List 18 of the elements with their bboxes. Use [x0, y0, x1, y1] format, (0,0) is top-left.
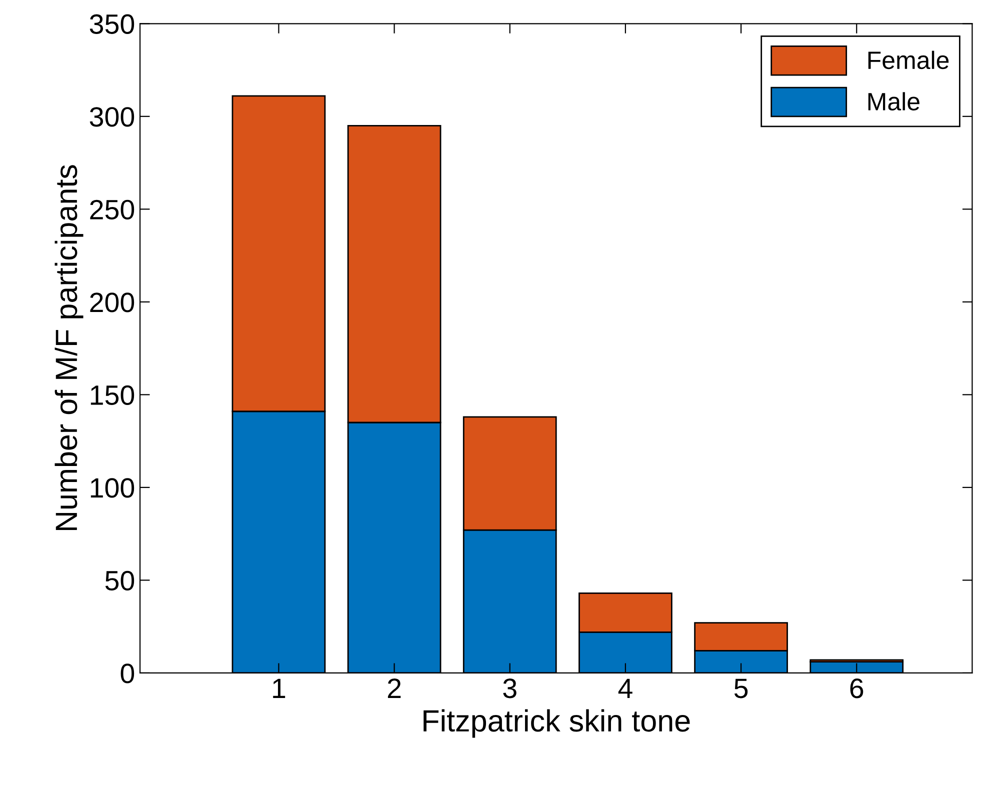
x-tick-label: 5 [734, 678, 748, 698]
y-tick-label: 250 [90, 200, 134, 220]
y-tick-label: 50 [105, 570, 134, 591]
x-tick-label: 3 [503, 678, 516, 698]
legend-label: Male [868, 92, 920, 111]
y-tick-label: 100 [90, 478, 134, 498]
y-tick-label: 0 [120, 664, 134, 684]
x-tick-label: 1 [273, 678, 286, 698]
x-tick-label: 2 [388, 678, 401, 698]
y-tick-label: 150 [90, 385, 134, 406]
y-tick-label: 300 [90, 107, 134, 127]
x-axis-title: Fitzpatrick skin tone [424, 709, 690, 738]
x-tick-label: 6 [850, 678, 864, 698]
y-axis-title: Number of M/F participants [54, 165, 84, 530]
y-tick-label: 350 [90, 14, 134, 34]
x-tick-label: 4 [618, 678, 632, 698]
legend-label: Female [868, 50, 949, 70]
y-tick-label: 200 [90, 292, 134, 312]
